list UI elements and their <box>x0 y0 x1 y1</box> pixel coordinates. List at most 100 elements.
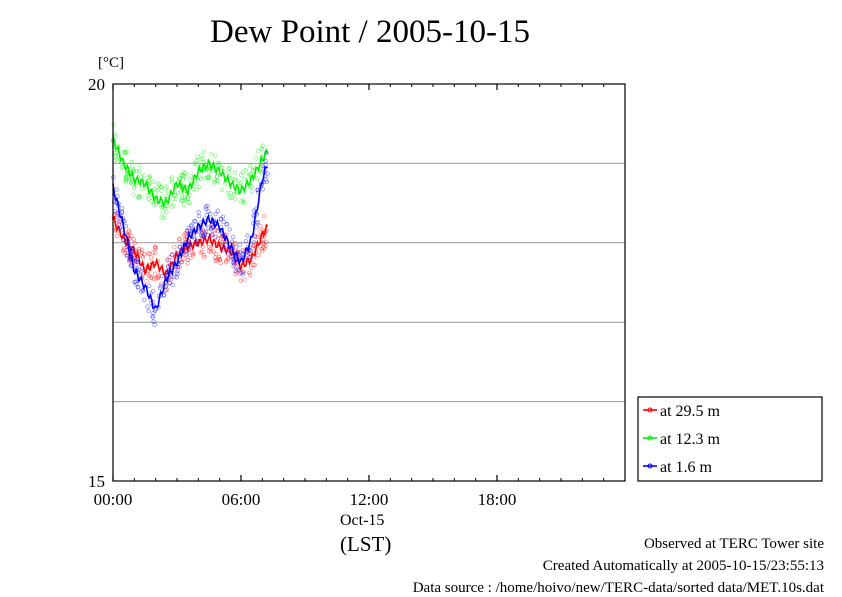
data-point <box>132 279 137 285</box>
data-point <box>113 150 119 155</box>
data-point <box>161 293 166 298</box>
data-point <box>192 218 197 224</box>
data-point <box>134 259 139 265</box>
data-point <box>177 237 182 242</box>
data-point <box>233 264 239 269</box>
data-point <box>121 246 127 251</box>
data-point <box>167 280 172 286</box>
data-point <box>245 253 250 258</box>
data-point <box>210 232 215 237</box>
data-point <box>198 176 204 181</box>
legend-marker <box>647 407 653 413</box>
data-point <box>129 159 134 165</box>
data-point <box>243 168 248 173</box>
data-point <box>185 260 190 266</box>
series-line <box>112 165 268 310</box>
data-point <box>131 237 136 242</box>
data-point <box>241 198 246 203</box>
data-point <box>177 236 182 242</box>
data-point <box>240 200 246 205</box>
data-point <box>247 270 252 276</box>
data-point <box>213 258 219 263</box>
data-point <box>124 149 130 154</box>
data-point <box>150 313 155 319</box>
data-point <box>151 319 156 324</box>
data-point <box>237 271 243 276</box>
data-point <box>154 188 160 193</box>
data-point <box>136 195 142 200</box>
data-point <box>261 244 266 250</box>
data-point <box>239 199 244 204</box>
data-point <box>179 259 185 265</box>
data-point <box>225 257 231 262</box>
data-point <box>171 203 176 208</box>
data-point <box>166 264 171 269</box>
data-point <box>238 172 244 178</box>
data-point <box>220 239 226 245</box>
data-point <box>253 233 258 238</box>
data-point <box>120 150 125 155</box>
data-point <box>262 246 267 251</box>
data-point <box>139 253 144 258</box>
data-point <box>231 177 236 182</box>
data-point <box>155 274 161 280</box>
data-point <box>111 199 117 204</box>
data-point <box>187 242 192 247</box>
data-point <box>183 170 188 176</box>
data-point <box>216 161 221 166</box>
data-point <box>181 173 186 178</box>
data-point <box>135 284 141 290</box>
data-point <box>238 250 243 255</box>
data-point <box>126 229 131 235</box>
data-point <box>183 196 189 201</box>
data-point <box>224 222 229 227</box>
data-point <box>213 227 218 233</box>
data-point <box>146 308 151 314</box>
data-point <box>123 176 128 181</box>
data-point <box>209 226 214 231</box>
data-point <box>186 200 192 205</box>
data-point <box>240 269 246 275</box>
data-point <box>136 195 141 200</box>
data-point <box>173 192 178 198</box>
data-point <box>259 146 264 151</box>
data-point <box>230 260 236 265</box>
data-point <box>181 202 187 208</box>
data-point <box>203 206 209 212</box>
data-point <box>208 227 214 232</box>
data-point <box>197 174 203 180</box>
data-point <box>260 143 265 148</box>
data-point <box>210 232 215 237</box>
legend-label: at 29.5 m <box>660 403 721 420</box>
data-point <box>265 171 270 176</box>
data-point <box>201 236 206 241</box>
data-point <box>119 165 124 170</box>
data-point <box>227 195 233 200</box>
data-point <box>208 246 213 251</box>
data-point <box>219 165 225 170</box>
data-point <box>197 157 202 163</box>
data-point <box>233 177 238 183</box>
x-tick-label: 06:00 <box>222 490 261 509</box>
data-point <box>132 258 138 264</box>
data-point <box>124 177 129 182</box>
data-point <box>123 178 129 184</box>
data-point <box>156 181 161 186</box>
legend-label: at 1.6 m <box>660 459 713 476</box>
data-point <box>129 247 135 252</box>
data-point <box>196 210 201 215</box>
data-point <box>152 271 158 276</box>
data-point <box>255 234 260 240</box>
data-point <box>221 219 226 225</box>
data-point <box>167 280 172 285</box>
data-point <box>175 268 180 273</box>
data-point <box>189 223 194 229</box>
data-point <box>159 205 165 210</box>
data-point <box>124 172 129 177</box>
data-point <box>159 188 164 193</box>
data-point <box>158 184 164 190</box>
data-point <box>113 154 119 159</box>
data-point <box>252 262 257 268</box>
data-point <box>198 250 203 255</box>
data-point <box>205 175 210 180</box>
